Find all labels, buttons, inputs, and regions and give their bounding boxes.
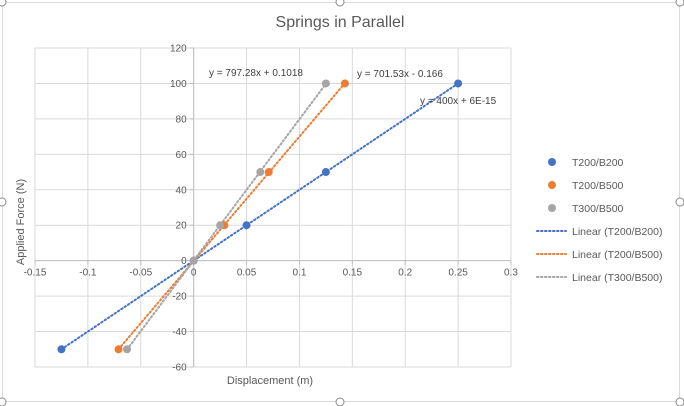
x-tick-label: 0.3 xyxy=(504,268,518,279)
x-tick-label: -0.1 xyxy=(79,268,97,279)
x-axis-title: Displacement (m) xyxy=(227,375,313,387)
y-tick-label: 0 xyxy=(181,256,187,267)
legend-label: Linear (T300/B500) xyxy=(572,272,662,284)
y-tick-label: -20 xyxy=(172,292,187,303)
data-point xyxy=(256,168,265,177)
legend-marker xyxy=(548,204,556,212)
legend-label: Linear (T200/B200) xyxy=(572,226,662,238)
legend-label: T300/B500 xyxy=(572,203,624,215)
data-point xyxy=(189,256,198,265)
trendline xyxy=(126,82,327,351)
legend: T200/B200 T200/B500 T300/B500 Linear (T200/… xyxy=(536,157,662,284)
y-tick-label: 20 xyxy=(176,221,188,232)
resize-handle[interactable] xyxy=(0,197,7,207)
data-point xyxy=(57,345,66,354)
y-tick-label: 80 xyxy=(176,114,188,125)
x-tick-label: 0.1 xyxy=(292,268,306,279)
chart-frame xyxy=(2,2,680,402)
resize-handle[interactable] xyxy=(675,397,684,406)
data-point xyxy=(340,79,349,88)
legend-label: Linear (T200/B500) xyxy=(572,249,662,261)
resize-handle[interactable] xyxy=(335,0,345,7)
resize-handle[interactable] xyxy=(675,197,684,207)
chart-title: Springs in Parallel xyxy=(276,14,405,31)
data-point xyxy=(264,168,273,177)
x-tick-label: 0.2 xyxy=(398,268,412,279)
x-tick-label: 0.25 xyxy=(448,268,468,279)
data-point xyxy=(123,345,132,354)
data-point xyxy=(216,221,225,230)
legend-marker xyxy=(548,181,556,189)
legend-label: T200/B200 xyxy=(572,157,624,169)
x-tick-label: 0.05 xyxy=(237,268,257,279)
trendline xyxy=(117,82,346,351)
point-layer xyxy=(57,79,463,354)
resize-handle[interactable] xyxy=(0,0,7,7)
data-point xyxy=(321,79,330,88)
resize-handle[interactable] xyxy=(0,397,7,406)
data-point xyxy=(321,168,330,177)
y-tick-label: -40 xyxy=(172,327,187,338)
trendline-equation: y = 797.28x + 0.1018 xyxy=(209,68,303,79)
axis-layer: -0.15 -0.1 -0.05 0 0.05 0.1 0.15 0.2 0.25 0.3 -60 -… xyxy=(24,44,519,374)
data-point xyxy=(454,79,463,88)
y-tick-label: 120 xyxy=(170,44,187,55)
equation-layer: y = 400x + 6E-15 y = 701.53x - 0.166 y = 7… xyxy=(209,68,497,107)
trendline xyxy=(60,82,460,351)
legend-label: T200/B500 xyxy=(572,180,624,192)
y-tick-label: 40 xyxy=(176,185,188,196)
resize-handle[interactable] xyxy=(335,397,345,406)
y-tick-label: -60 xyxy=(172,363,187,374)
resize-handle[interactable] xyxy=(675,0,684,7)
legend-marker xyxy=(548,158,556,166)
data-point xyxy=(242,221,251,230)
x-tick-label: 0 xyxy=(191,268,197,279)
x-tick-label: -0.05 xyxy=(129,268,152,279)
trendline-equation: y = 400x + 6E-15 xyxy=(420,96,497,107)
y-tick-label: 60 xyxy=(176,150,188,161)
x-tick-label: -0.15 xyxy=(24,268,47,279)
trendline-layer xyxy=(60,82,460,351)
data-point xyxy=(114,345,123,354)
trendline-equation: y = 701.53x - 0.166 xyxy=(357,69,443,80)
x-tick-label: 0.15 xyxy=(343,268,363,279)
y-axis-title: Applied Force (N) xyxy=(15,179,27,265)
y-tick-label: 100 xyxy=(170,79,187,90)
